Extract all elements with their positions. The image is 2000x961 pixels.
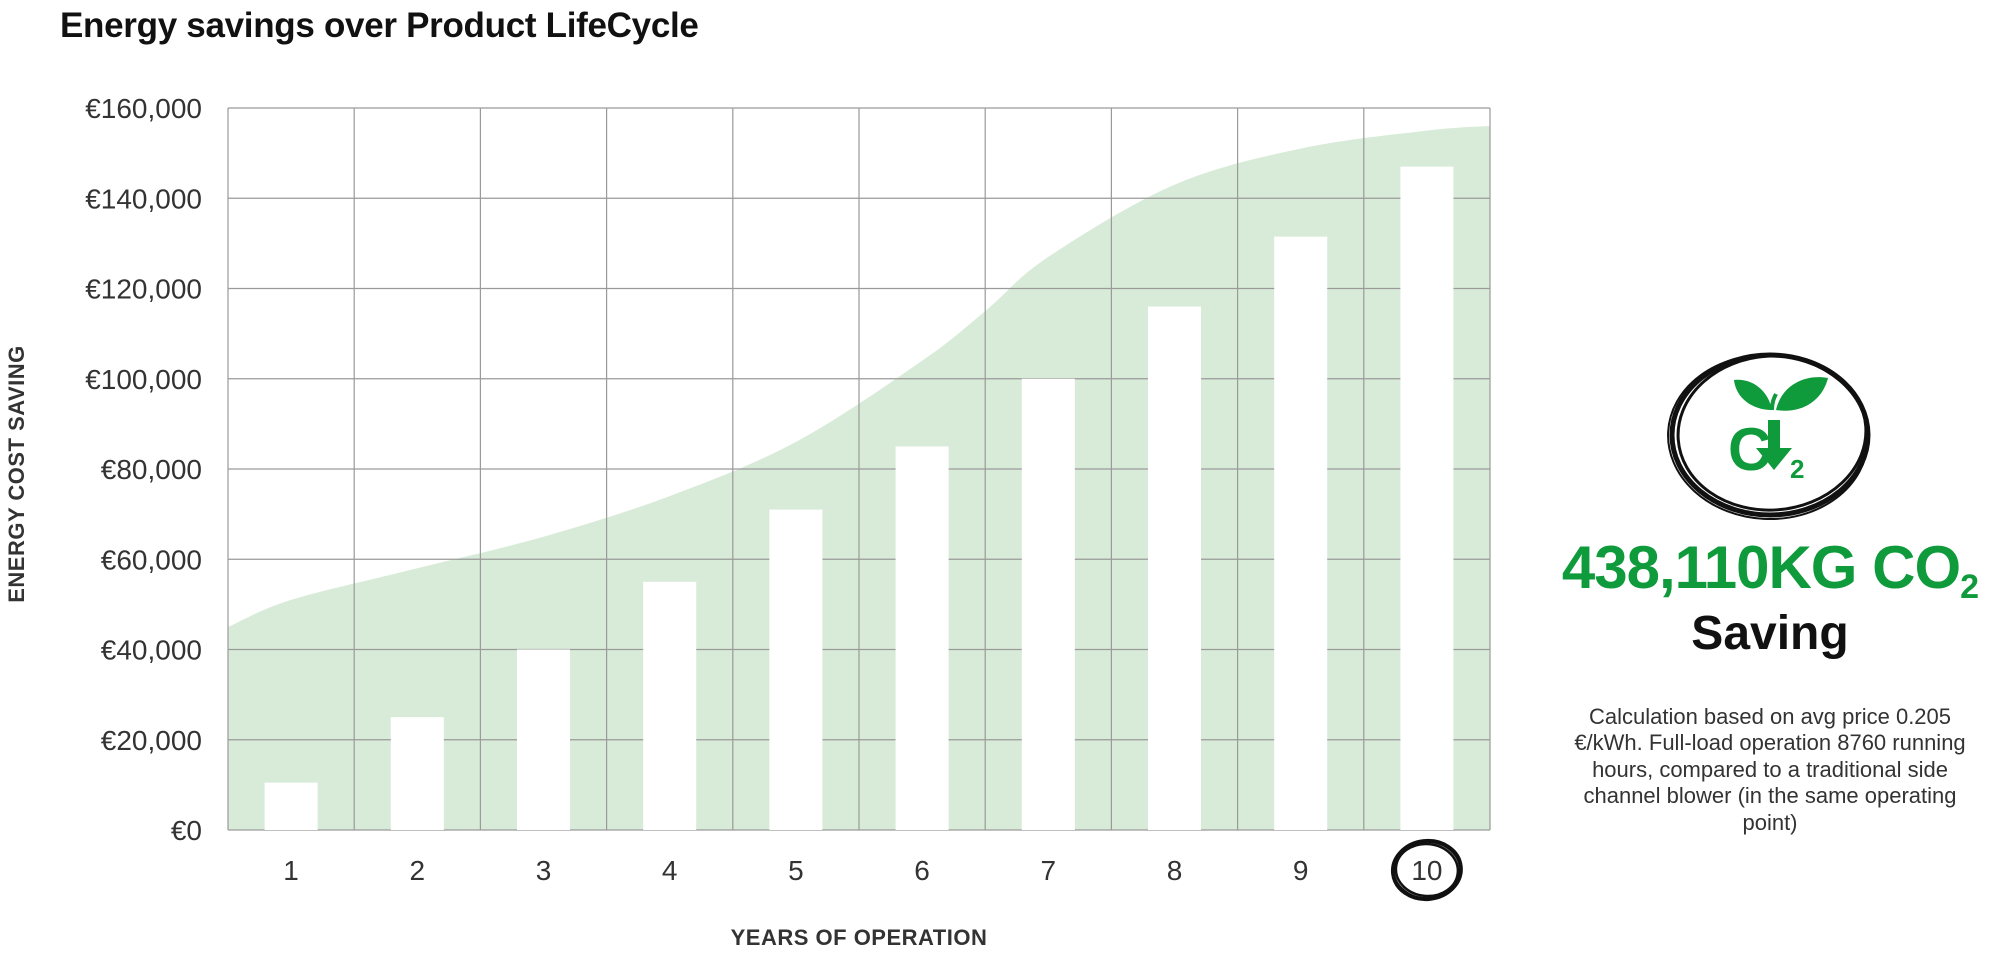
x-tick-label: 3 <box>536 855 552 886</box>
bar-year-8 <box>1147 306 1202 830</box>
highlight-circle <box>1390 838 1463 902</box>
co2-saving-panel: C 2 438,110KG CO2 Saving Calculation bas… <box>1540 340 2000 836</box>
saving-label: Saving <box>1691 607 1849 660</box>
x-axis-title: YEARS OF OPERATION <box>731 925 988 950</box>
bar-year-3 <box>516 649 571 830</box>
x-tick-layer: 1 2 3 4 5 6 7 8 9 10 <box>283 838 1463 902</box>
y-tick-label: €0 <box>171 815 202 846</box>
chart-title: Energy savings over Product LifeCycle <box>60 6 699 45</box>
y-tick-label: €80,000 <box>101 454 202 485</box>
y-tick-label: €40,000 <box>101 635 202 666</box>
bar-year-6 <box>895 446 949 830</box>
x-tick-label: 8 <box>1167 855 1183 886</box>
co2-reduction-leaf-icon: C 2 <box>1660 340 1880 530</box>
y-tick-label: €160,000 <box>85 93 202 124</box>
y-tick-label: €20,000 <box>101 725 202 756</box>
x-tick-label: 6 <box>914 855 930 886</box>
co2-amount-subscript: 2 <box>1960 568 1979 606</box>
y-tick-layer: €0 €20,000 €40,000 €60,000 €80,000 €100,000 €1… <box>85 93 202 846</box>
co2-icon-subscript: 2 <box>1790 454 1804 484</box>
x-tick-label: 2 <box>410 855 426 886</box>
x-tick-label: 4 <box>662 855 678 886</box>
y-tick-label: €120,000 <box>85 274 202 305</box>
highlight-circle <box>1393 841 1461 899</box>
y-axis-title: ENERGY COST SAVING <box>4 345 29 603</box>
x-tick-label: 9 <box>1293 855 1309 886</box>
bar-year-7 <box>1021 378 1075 830</box>
chart: €0 €20,000 €40,000 €60,000 €80,000 €100,000 €1… <box>4 93 1491 950</box>
bar-year-2 <box>390 717 444 830</box>
y-tick-label: €140,000 <box>85 183 202 214</box>
x-tick-label: 1 <box>283 855 299 886</box>
y-tick-label: €60,000 <box>101 544 202 575</box>
bar-year-1 <box>264 782 318 830</box>
bar-layer <box>264 166 1454 831</box>
x-tick-label: 10 <box>1411 855 1442 886</box>
x-tick-label: 7 <box>1041 855 1057 886</box>
x-tick-label: 5 <box>788 855 804 886</box>
bar-year-10 <box>1400 166 1454 831</box>
bar-year-9 <box>1274 236 1328 830</box>
co2-amount: 438,110KG CO2 <box>1540 538 2000 606</box>
bar-year-4 <box>643 581 697 830</box>
co2-amount-value: 438,110KG CO <box>1561 534 1961 601</box>
y-tick-label: €100,000 <box>85 364 202 395</box>
calculation-note: Calculation based on avg price 0.205 €/k… <box>1574 704 1966 835</box>
highlight-circle <box>1394 842 1460 898</box>
bar-year-5 <box>769 509 823 830</box>
